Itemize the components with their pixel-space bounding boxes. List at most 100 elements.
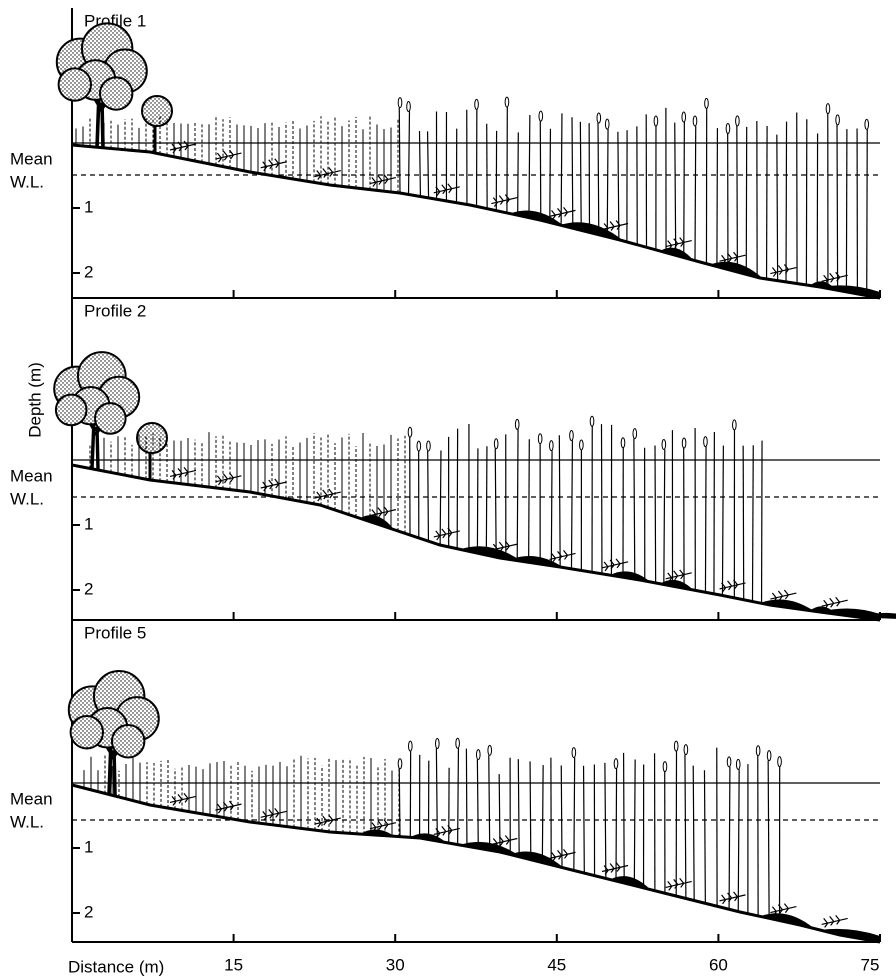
reed — [465, 748, 468, 847]
depth-tick-label: 1 — [84, 197, 93, 216]
reed — [694, 125, 697, 261]
submerged-plant — [665, 878, 692, 891]
tree-crown — [141, 95, 173, 127]
reed-flower — [703, 436, 708, 448]
sediment — [460, 841, 522, 858]
reed — [476, 448, 479, 554]
reed — [418, 130, 422, 197]
wl-label: W.L. — [10, 812, 44, 831]
reed — [582, 765, 585, 874]
reed-flower — [681, 437, 687, 449]
reed — [435, 748, 438, 842]
reed — [407, 111, 411, 195]
reed — [716, 128, 719, 267]
lake-bottom — [71, 783, 881, 944]
reed — [836, 124, 839, 291]
reed — [516, 429, 519, 561]
reed — [604, 762, 607, 879]
reed-flower — [406, 101, 411, 113]
reed-flower — [514, 418, 520, 430]
depth-tick-label: 2 — [84, 902, 93, 921]
wl-label: W.L. — [10, 172, 44, 191]
sediment — [820, 608, 880, 620]
reed-flower — [704, 97, 709, 109]
sediment — [510, 851, 564, 868]
reed-flower — [397, 97, 403, 109]
reed-flower — [653, 115, 659, 127]
panel-title: Profile 5 — [84, 623, 146, 642]
reed — [426, 131, 430, 198]
reed — [683, 121, 685, 258]
reed — [776, 134, 779, 281]
reed-flower — [766, 750, 772, 762]
reed-flower — [632, 428, 638, 440]
reed-flower — [596, 112, 602, 124]
reed-flower — [493, 438, 499, 450]
reed — [457, 748, 460, 845]
submerged-plant — [821, 271, 848, 285]
submerged-plant — [821, 915, 848, 928]
sediment — [360, 829, 395, 837]
submerged-plant — [369, 174, 397, 187]
x-tick-label: 15 — [224, 955, 243, 974]
mean-label: Mean — [10, 789, 53, 808]
submerged-plant — [260, 807, 287, 821]
reed — [549, 128, 552, 223]
submerged-plant — [169, 140, 197, 154]
mean-label: Mean — [10, 466, 53, 485]
reed — [398, 768, 401, 837]
reed-flower — [504, 96, 510, 108]
submerged-plant — [369, 819, 397, 833]
submerged-plant — [665, 569, 692, 583]
sediment — [820, 928, 880, 942]
reed — [633, 759, 636, 886]
submerged-plant — [314, 488, 341, 502]
submerged-plant — [491, 835, 518, 848]
reed — [560, 113, 563, 226]
reed-flower — [435, 738, 440, 750]
reed — [684, 754, 687, 899]
submerged-plant — [491, 540, 518, 554]
reed — [570, 440, 574, 569]
reed — [560, 765, 563, 868]
depth-tick-label: 2 — [84, 579, 93, 598]
submerged-plant — [314, 167, 341, 180]
depth-tick-label: 1 — [84, 837, 93, 856]
tree-crown — [57, 67, 93, 102]
reed — [528, 114, 531, 218]
tree-crown — [136, 422, 168, 454]
reed-flower — [732, 419, 737, 431]
reed — [674, 122, 677, 256]
sediment — [660, 247, 694, 261]
sediment — [510, 555, 564, 568]
reed-flower — [475, 749, 481, 761]
reed — [736, 125, 738, 272]
reed-flower — [455, 737, 460, 749]
submerged-plant — [215, 800, 242, 814]
reed — [488, 755, 491, 851]
submerged-plant — [260, 158, 287, 172]
reed-flower — [538, 110, 544, 122]
reed — [571, 117, 574, 229]
submerged-plant — [719, 251, 746, 265]
tree-trunk — [82, 79, 120, 148]
reed — [728, 766, 731, 910]
sediment — [560, 222, 624, 241]
reed-flower — [835, 114, 840, 126]
submerged-plant — [215, 149, 242, 163]
submerged-plant — [169, 793, 197, 806]
reed-flower — [589, 415, 595, 427]
submerged-plant — [601, 220, 629, 233]
reed — [785, 121, 788, 282]
reed — [742, 445, 745, 600]
reed — [427, 450, 430, 542]
reed-flower — [661, 438, 667, 450]
submerged-plant — [433, 527, 460, 541]
x-axis-label: Distance (m) — [68, 957, 164, 976]
reed — [654, 445, 657, 583]
submerged-plant — [549, 207, 576, 220]
tree-crown — [111, 724, 146, 759]
reed — [663, 449, 666, 585]
reed — [558, 435, 561, 568]
